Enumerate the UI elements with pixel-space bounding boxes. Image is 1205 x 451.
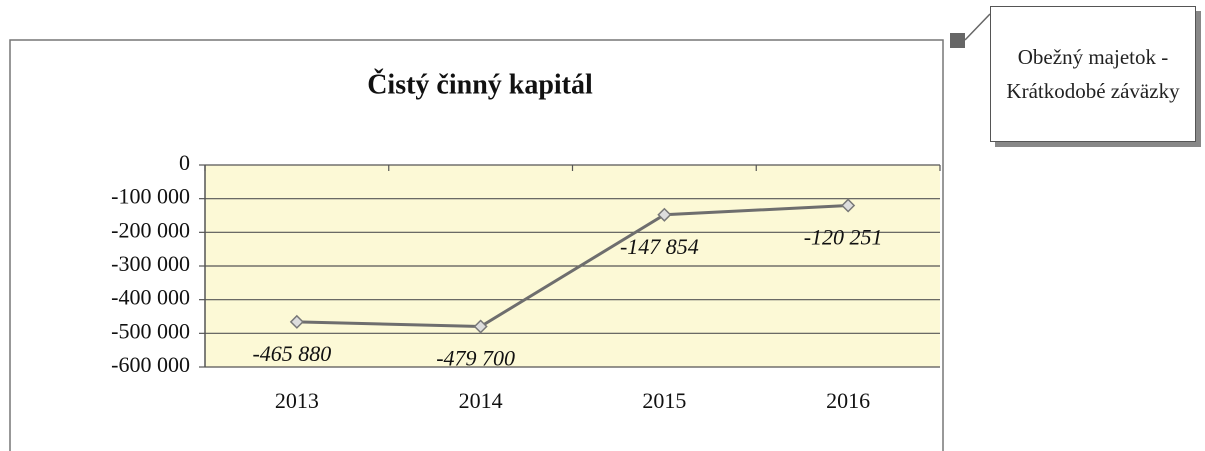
x-tick-label: 2016 (826, 388, 870, 413)
chart-border (9, 39, 944, 451)
data-point (841, 198, 856, 213)
y-tick-label: -300 000 (111, 251, 190, 276)
series-line (296, 203, 849, 329)
y-tick-label: -100 000 (111, 184, 190, 209)
data-label: -479 700 (436, 346, 515, 371)
y-tick-label: -400 000 (111, 285, 190, 310)
y-tick-label: -600 000 (111, 352, 190, 377)
chart-title: Čistý činný kapitál (367, 69, 593, 100)
x-tick-label: 2013 (275, 388, 319, 413)
data-label: -465 880 (252, 341, 331, 366)
data-point (289, 314, 304, 329)
data-label: -147 854 (620, 234, 699, 259)
y-tick-label: -500 000 (111, 318, 190, 343)
x-tick-label: 2015 (642, 388, 686, 413)
legend-marker (950, 33, 965, 48)
data-point (657, 207, 672, 222)
legend-leader (964, 13, 991, 41)
data-point (473, 319, 488, 334)
data-label: -120 251 (804, 225, 883, 250)
legend-entry: Obežný majetok - Krátkodobé záväzky (990, 6, 1196, 142)
x-tick-label: 2014 (459, 388, 503, 413)
y-tick-label: -200 000 (111, 217, 190, 242)
y-tick-label: 0 (179, 150, 190, 175)
